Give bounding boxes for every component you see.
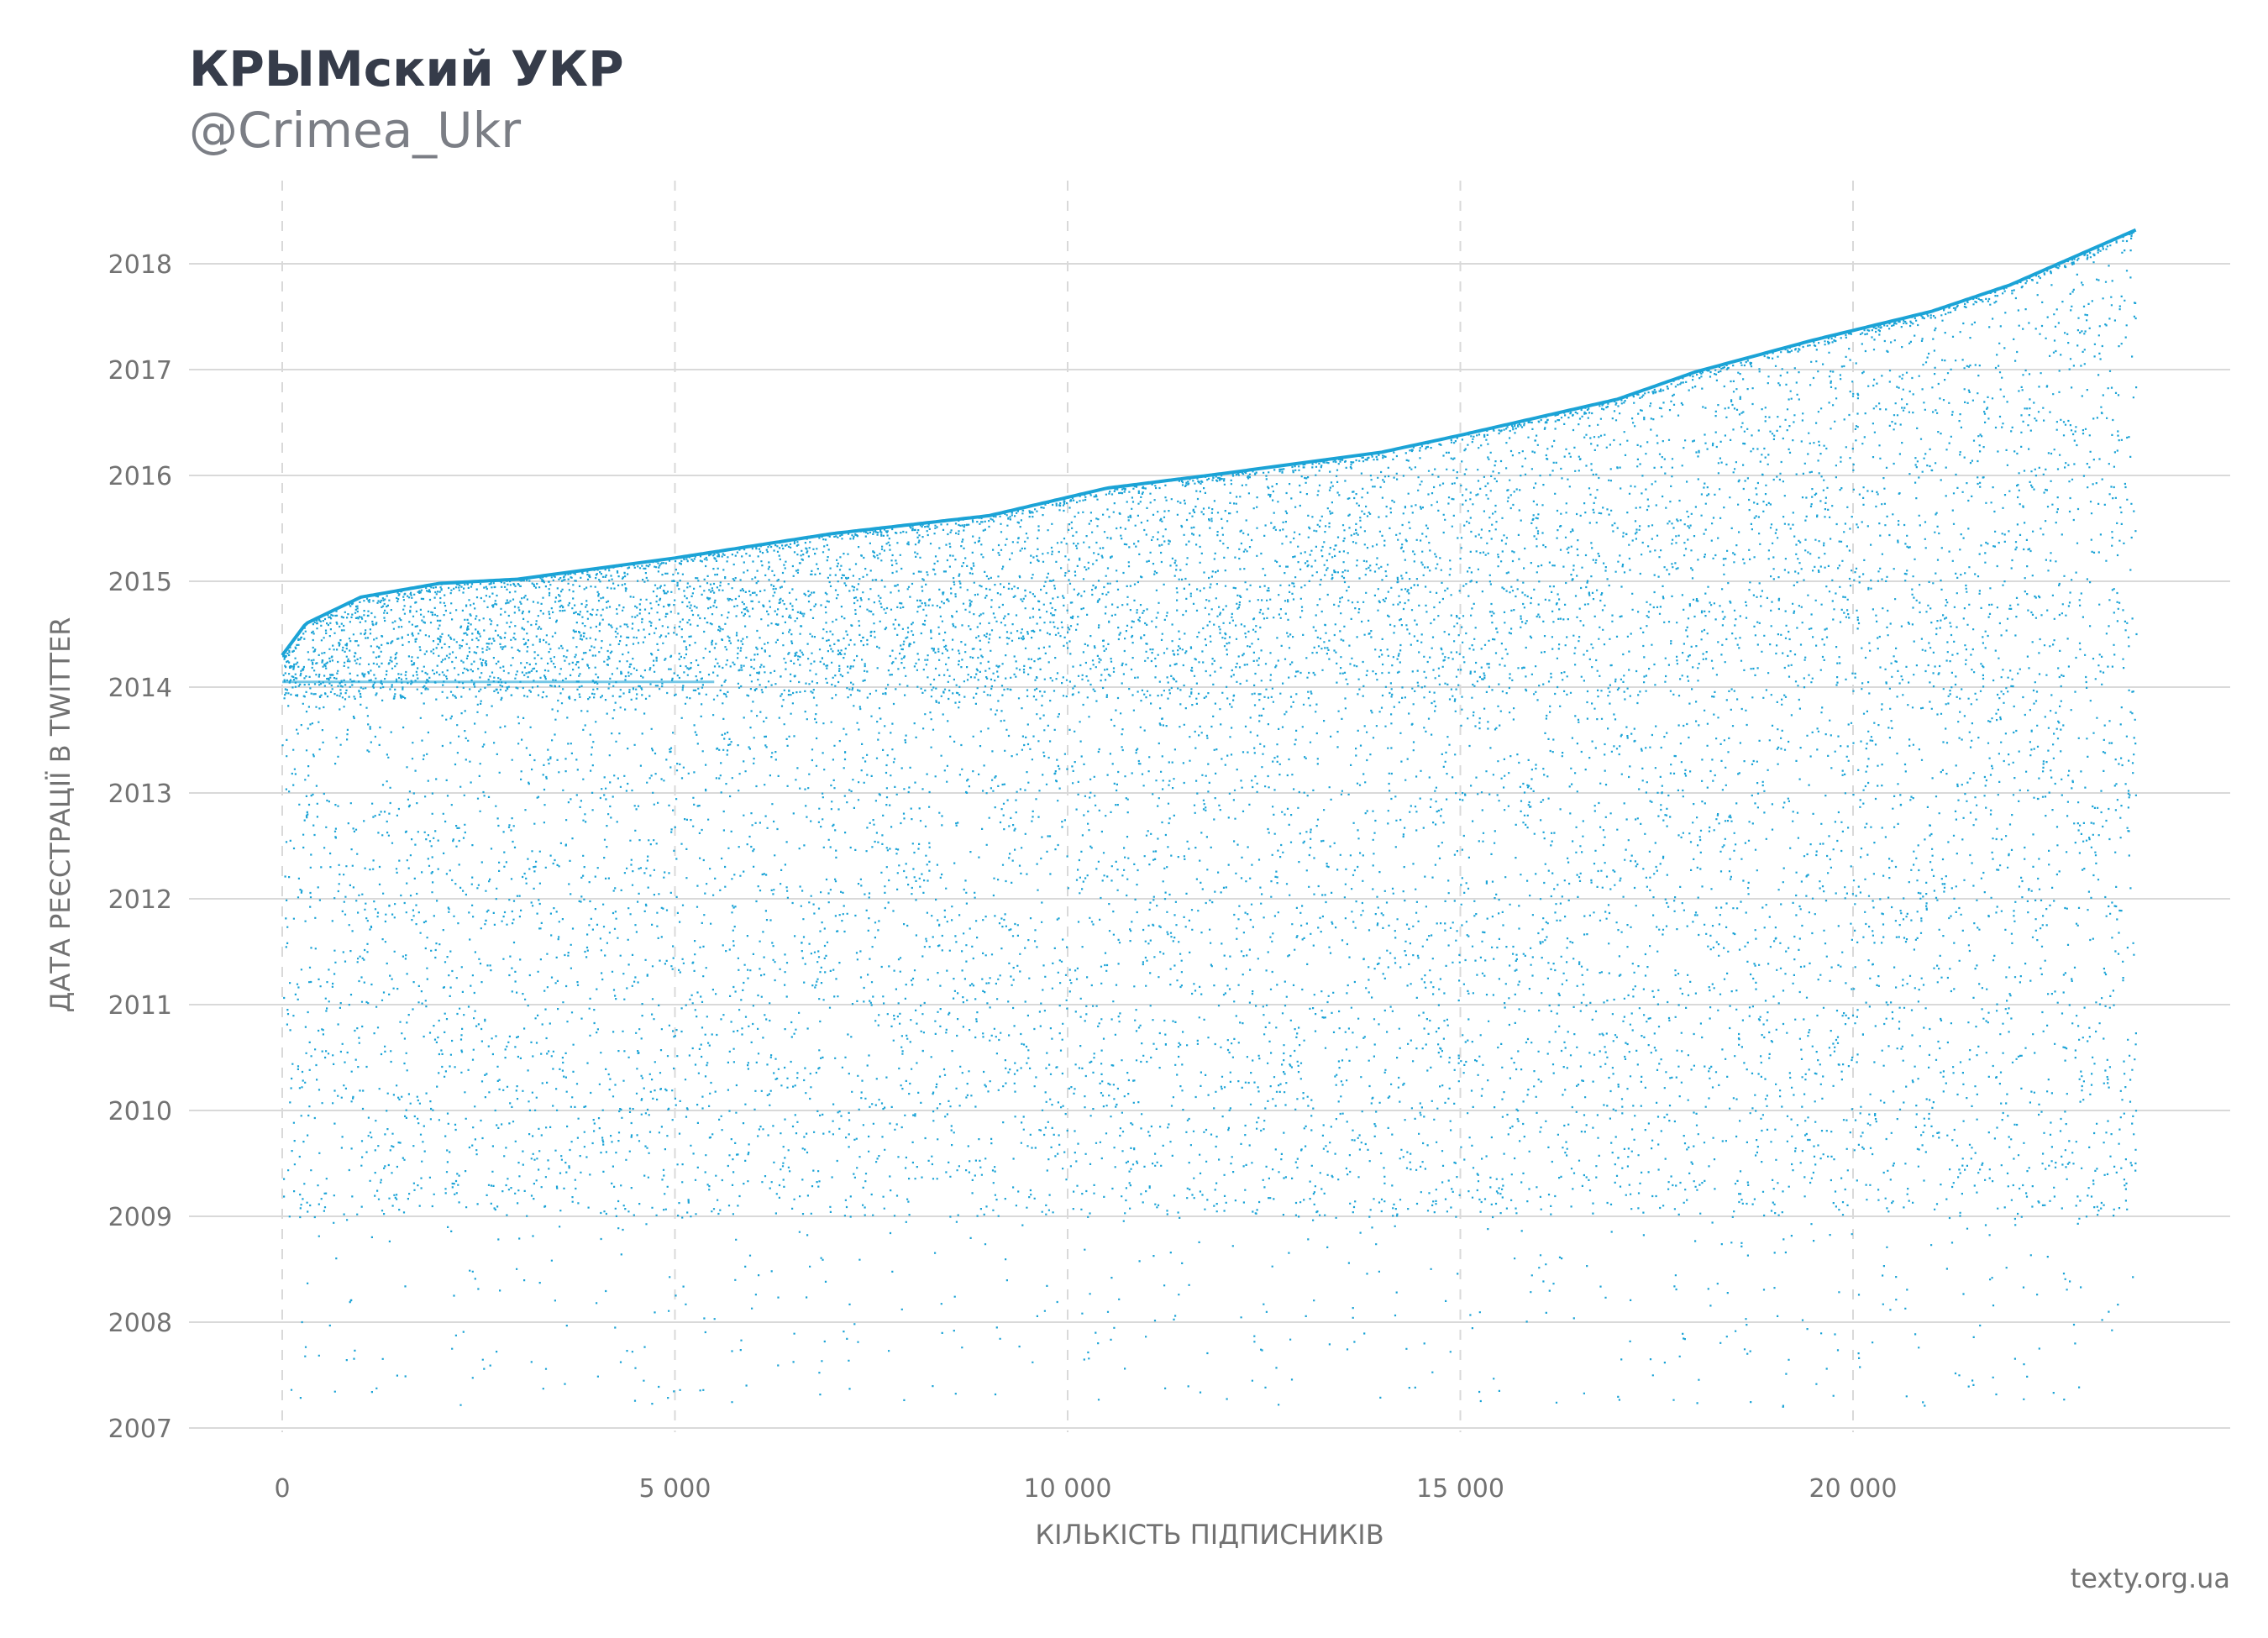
y-tick-label: 2015 — [108, 568, 172, 597]
y-tick-label: 2017 — [108, 356, 172, 386]
y-tick-label: 2010 — [108, 1097, 172, 1126]
y-tick-label: 2013 — [108, 780, 172, 809]
y-tick-label: 2018 — [108, 250, 172, 280]
x-axis-title: КІЛЬКІСТЬ ПІДПИСНИКІВ — [1035, 1519, 1383, 1551]
x-tick-label: 5 000 — [639, 1474, 711, 1504]
y-tick-label: 2011 — [108, 991, 172, 1021]
x-tick-label: 15 000 — [1416, 1474, 1504, 1504]
y-tick-label: 2008 — [108, 1309, 172, 1338]
scatter-point-cloud — [281, 231, 2138, 1408]
y-tick-label: 2007 — [108, 1415, 172, 1444]
scatter-points — [281, 228, 2138, 1408]
scatter-top-edge — [281, 228, 2137, 657]
y-axis-ticks: 2007 2008 2009 2010 2011 2012 2013 2014 2015 2016… — [108, 250, 172, 1444]
y-tick-label: 2016 — [108, 462, 172, 491]
grid — [189, 181, 2230, 1432]
chart-subtitle: @Crimea_Ukr — [189, 102, 521, 159]
chart-title: КРЫМский УКР — [189, 40, 624, 97]
x-tick-label: 0 — [274, 1474, 290, 1504]
x-tick-label: 20 000 — [1809, 1474, 1898, 1504]
y-tick-label: 2014 — [108, 674, 172, 703]
y-tick-label: 2012 — [108, 885, 172, 915]
y-axis-title: ДАТА РЕЄСТРАЦІЇ В TWITTER — [45, 617, 76, 1012]
x-axis-ticks: 0 5 000 10 000 15 000 20 000 — [274, 1474, 1897, 1504]
x-tick-label: 10 000 — [1024, 1474, 1112, 1504]
y-tick-label: 2009 — [108, 1203, 172, 1232]
source-credit: texty.org.ua — [2071, 1562, 2230, 1594]
